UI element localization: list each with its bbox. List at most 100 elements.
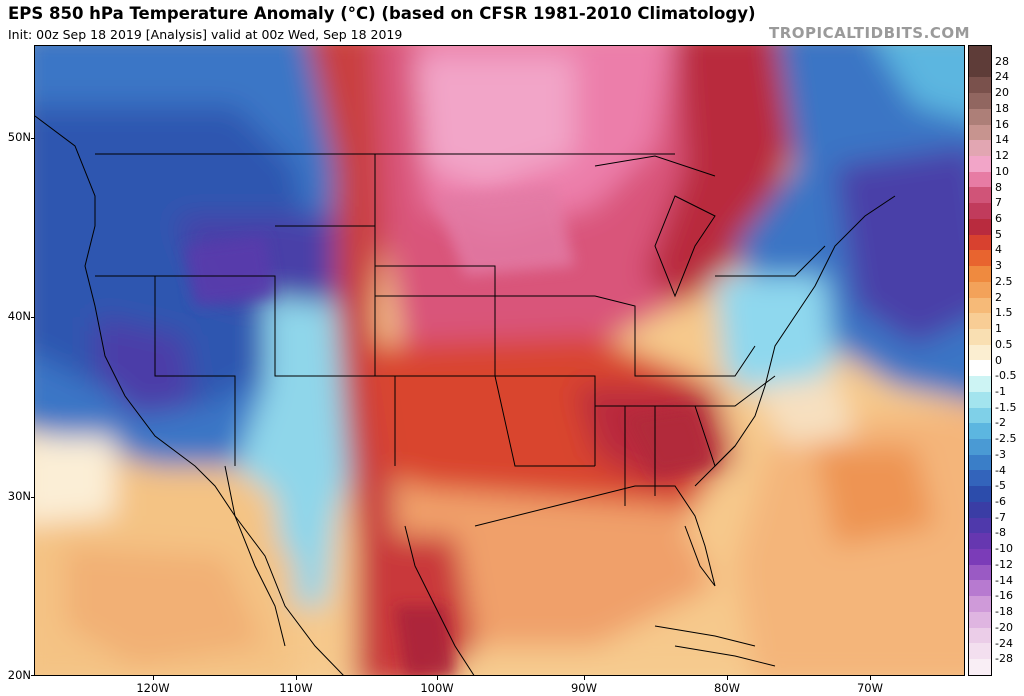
colorbar-label: 4 — [995, 243, 1002, 257]
colorbar-cell — [969, 391, 991, 408]
colorbar-label: 6 — [995, 211, 1002, 225]
colorbar-label: 20 — [995, 86, 1009, 100]
colorbar-cell — [969, 218, 991, 235]
lat-tick — [31, 138, 35, 139]
lat-label-30n: 30N — [7, 489, 31, 503]
lon-tick — [727, 676, 728, 680]
colorbar-cell — [969, 297, 991, 314]
colorbar-cell — [969, 517, 991, 534]
colorbar-label: 2 — [995, 290, 1002, 304]
colorbar-cell — [969, 360, 991, 377]
colorbar-label: 3 — [995, 259, 1002, 273]
colorbar-label: 8 — [995, 180, 1002, 194]
colorbar-cell — [969, 407, 991, 424]
boundaries — [35, 115, 896, 675]
lat-tick — [31, 497, 35, 498]
colorbar-cell — [969, 313, 991, 329]
colorbar-cell — [969, 156, 991, 172]
colorbar-label: 0 — [995, 353, 1002, 367]
lon-tick — [870, 676, 871, 680]
colorbar-label: 2.5 — [995, 274, 1013, 288]
colorbar-cell — [969, 596, 991, 612]
colorbar-cell — [969, 328, 991, 345]
colorbar-label: -6 — [995, 495, 1006, 509]
lon-label-90w: 90W — [570, 681, 597, 695]
colorbar-label: -18 — [995, 605, 1013, 619]
colorbar-cell — [969, 344, 991, 361]
colorbar-label: -10 — [995, 542, 1013, 556]
colorbar-label: -16 — [995, 589, 1013, 603]
colorbar-cell — [969, 659, 991, 675]
colorbar-cell — [969, 376, 991, 392]
colorbar-cell — [969, 423, 991, 439]
colorbar-label: -12 — [995, 557, 1013, 571]
colorbar-cell — [969, 643, 991, 660]
lon-tick — [584, 676, 585, 680]
brand-watermark[interactable]: TROPICALTIDBITS.COM — [769, 24, 970, 42]
colorbar-label: -5 — [995, 479, 1006, 493]
colorbar-cell — [969, 266, 991, 282]
lat-label-20n: 20N — [7, 668, 31, 682]
colorbar-label: 1.5 — [995, 306, 1013, 320]
colorbar-label: -1.5 — [995, 400, 1017, 414]
colorbar-label: -2 — [995, 416, 1006, 430]
colorbar-label: 1 — [995, 322, 1002, 336]
colorbar-label: -20 — [995, 620, 1013, 634]
colorbar-label: 5 — [995, 227, 1002, 241]
colorbar-cell — [969, 486, 991, 502]
colorbar-cell — [969, 470, 991, 487]
anomaly-field — [35, 46, 964, 675]
colorbar-label: 16 — [995, 117, 1009, 131]
colorbar-cell — [969, 454, 991, 471]
colorbar-label: 7 — [995, 196, 1002, 210]
colorbar-cell — [969, 611, 991, 628]
colorbar-label: -28 — [995, 652, 1013, 666]
colorbar-label: -14 — [995, 573, 1013, 587]
colorbar-cell — [969, 250, 991, 267]
colorbar-label: -8 — [995, 526, 1006, 540]
colorbar-cell — [969, 171, 991, 188]
colorbar-cell — [969, 533, 991, 549]
lat-tick — [31, 317, 35, 318]
colorbar-label: 0.5 — [995, 337, 1013, 351]
colorbar-label: 12 — [995, 149, 1009, 163]
colorbar-cell — [969, 438, 991, 455]
colorbar-label: 14 — [995, 133, 1009, 147]
colorbar-cell — [969, 46, 991, 62]
colorbar-cell — [969, 124, 991, 141]
colorbar-cell — [969, 77, 991, 94]
map-subtitle: Init: 00z Sep 18 2019 [Analysis] valid a… — [8, 27, 403, 42]
colorbar-cell — [969, 501, 991, 518]
anomaly-map[interactable] — [34, 45, 965, 676]
lon-label-120w: 120W — [136, 681, 170, 695]
lon-tick — [296, 676, 297, 680]
colorbar-label: -1 — [995, 384, 1006, 398]
colorbar-cell — [969, 281, 991, 298]
colorbar-label: 18 — [995, 101, 1009, 115]
colorbar-cell — [969, 580, 991, 597]
colorbar-cell — [969, 203, 991, 219]
colorbar-label: 24 — [995, 70, 1009, 84]
colorbar-cell — [969, 140, 991, 157]
colorbar-label: -7 — [995, 510, 1006, 524]
colorbar-cell — [969, 61, 991, 78]
colorbar-label: -0.5 — [995, 369, 1017, 383]
colorbar-cell — [969, 234, 991, 251]
colorbar-label: -2.5 — [995, 432, 1017, 446]
lon-label-100w: 100W — [420, 681, 454, 695]
lon-tick — [153, 676, 154, 680]
colorbar-label: -24 — [995, 636, 1013, 650]
lon-tick — [437, 676, 438, 680]
colorbar-cell — [969, 627, 991, 644]
lat-label-40n: 40N — [7, 309, 31, 323]
lat-label-50n: 50N — [7, 130, 31, 144]
lon-label-70w: 70W — [856, 681, 883, 695]
colorbar-label: 28 — [995, 54, 1009, 68]
colorbar-label: 10 — [995, 164, 1009, 178]
colorbar-cell — [969, 93, 991, 109]
colorbar-label: -4 — [995, 463, 1006, 477]
lon-label-80w: 80W — [713, 681, 740, 695]
colorbar — [968, 45, 992, 676]
colorbar-cell — [969, 108, 991, 125]
map-title: EPS 850 hPa Temperature Anomaly (°C) (ba… — [8, 4, 756, 23]
